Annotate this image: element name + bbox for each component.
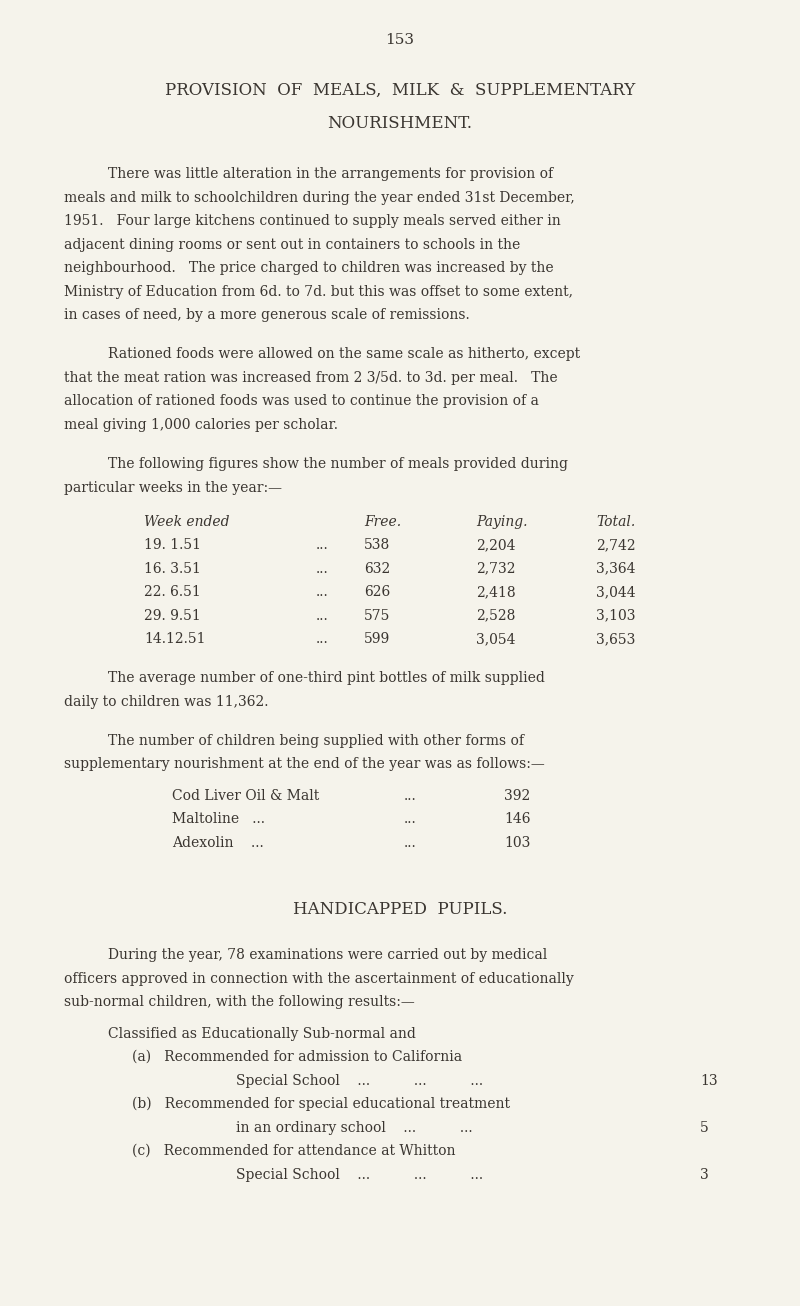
Text: meal giving 1,000 calories per scholar.: meal giving 1,000 calories per scholar. — [64, 418, 338, 432]
Text: 3,364: 3,364 — [596, 562, 635, 576]
Text: 2,528: 2,528 — [476, 609, 515, 623]
Text: 14.12.51: 14.12.51 — [144, 632, 206, 646]
Text: ...: ... — [404, 789, 417, 803]
Text: 5: 5 — [700, 1121, 709, 1135]
Text: During the year, 78 examinations were carried out by medical: During the year, 78 examinations were ca… — [108, 948, 547, 963]
Text: 575: 575 — [364, 609, 390, 623]
Text: ...: ... — [316, 538, 329, 552]
Text: NOURISHMENT.: NOURISHMENT. — [327, 115, 473, 132]
Text: Week ended: Week ended — [144, 515, 230, 529]
Text: 146: 146 — [504, 812, 530, 827]
Text: 22. 6.51: 22. 6.51 — [144, 585, 201, 599]
Text: supplementary nourishment at the end of the year was as follows:—: supplementary nourishment at the end of … — [64, 757, 545, 772]
Text: Special School    ...          ...          ...: Special School ... ... ... — [236, 1074, 483, 1088]
Text: officers approved in connection with the ascertainment of educationally: officers approved in connection with the… — [64, 972, 574, 986]
Text: Rationed foods were allowed on the same scale as hitherto, except: Rationed foods were allowed on the same … — [108, 347, 580, 362]
Text: adjacent dining rooms or sent out in containers to schools in the: adjacent dining rooms or sent out in con… — [64, 238, 520, 252]
Text: 2,204: 2,204 — [476, 538, 515, 552]
Text: Total.: Total. — [596, 515, 635, 529]
Text: Special School    ...          ...          ...: Special School ... ... ... — [236, 1168, 483, 1182]
Text: HANDICAPPED  PUPILS.: HANDICAPPED PUPILS. — [293, 901, 507, 918]
Text: 2,732: 2,732 — [476, 562, 515, 576]
Text: 153: 153 — [386, 33, 414, 47]
Text: 1951.   Four large kitchens continued to supply meals served either in: 1951. Four large kitchens continued to s… — [64, 214, 561, 229]
Text: ...: ... — [316, 609, 329, 623]
Text: ...: ... — [404, 836, 417, 850]
Text: Cod Liver Oil & Malt: Cod Liver Oil & Malt — [172, 789, 319, 803]
Text: PROVISION  OF  MEALS,  MILK  &  SUPPLEMENTARY: PROVISION OF MEALS, MILK & SUPPLEMENTARY — [165, 82, 635, 99]
Text: Classified as Educationally Sub-normal and: Classified as Educationally Sub-normal a… — [108, 1027, 416, 1041]
Text: ...: ... — [316, 632, 329, 646]
Text: 3,103: 3,103 — [596, 609, 635, 623]
Text: Paying.: Paying. — [476, 515, 527, 529]
Text: Adexolin    ...: Adexolin ... — [172, 836, 264, 850]
Text: There was little alteration in the arrangements for provision of: There was little alteration in the arran… — [108, 167, 553, 182]
Text: 3: 3 — [700, 1168, 709, 1182]
Text: 16. 3.51: 16. 3.51 — [144, 562, 201, 576]
Text: 29. 9.51: 29. 9.51 — [144, 609, 201, 623]
Text: The average number of one-third pint bottles of milk supplied: The average number of one-third pint bot… — [108, 671, 545, 686]
Text: 13: 13 — [700, 1074, 718, 1088]
Text: The number of children being supplied with other forms of: The number of children being supplied wi… — [108, 734, 524, 748]
Text: in cases of need, by a more generous scale of remissions.: in cases of need, by a more generous sca… — [64, 308, 470, 323]
Text: 3,044: 3,044 — [596, 585, 636, 599]
Text: meals and milk to schoolchildren during the year ended 31st December,: meals and milk to schoolchildren during … — [64, 191, 574, 205]
Text: (c)   Recommended for attendance at Whitton: (c) Recommended for attendance at Whitto… — [132, 1144, 455, 1158]
Text: 599: 599 — [364, 632, 390, 646]
Text: 3,054: 3,054 — [476, 632, 515, 646]
Text: ...: ... — [404, 812, 417, 827]
Text: 3,653: 3,653 — [596, 632, 635, 646]
Text: 19. 1.51: 19. 1.51 — [144, 538, 201, 552]
Text: 2,418: 2,418 — [476, 585, 516, 599]
Text: (b)   Recommended for special educational treatment: (b) Recommended for special educational … — [132, 1097, 510, 1111]
Text: ...: ... — [316, 562, 329, 576]
Text: ...: ... — [316, 585, 329, 599]
Text: Ministry of Education from 6d. to 7d. but this was offset to some extent,: Ministry of Education from 6d. to 7d. bu… — [64, 285, 573, 299]
Text: The following figures show the number of meals provided during: The following figures show the number of… — [108, 457, 568, 471]
Text: allocation of rationed foods was used to continue the provision of a: allocation of rationed foods was used to… — [64, 394, 539, 409]
Text: 2,742: 2,742 — [596, 538, 636, 552]
Text: that the meat ration was increased from 2 3/5d. to 3d. per meal.   The: that the meat ration was increased from … — [64, 371, 558, 385]
Text: (a)   Recommended for admission to California: (a) Recommended for admission to Califor… — [132, 1050, 462, 1064]
Text: daily to children was 11,362.: daily to children was 11,362. — [64, 695, 269, 709]
Text: Maltoline   ...: Maltoline ... — [172, 812, 265, 827]
Text: 538: 538 — [364, 538, 390, 552]
Text: 103: 103 — [504, 836, 530, 850]
Text: 392: 392 — [504, 789, 530, 803]
Text: 626: 626 — [364, 585, 390, 599]
Text: Free.: Free. — [364, 515, 401, 529]
Text: neighbourhood.   The price charged to children was increased by the: neighbourhood. The price charged to chil… — [64, 261, 554, 276]
Text: 632: 632 — [364, 562, 390, 576]
Text: sub-normal children, with the following results:—: sub-normal children, with the following … — [64, 995, 414, 1010]
Text: in an ordinary school    ...          ...: in an ordinary school ... ... — [236, 1121, 473, 1135]
Text: particular weeks in the year:—: particular weeks in the year:— — [64, 481, 282, 495]
